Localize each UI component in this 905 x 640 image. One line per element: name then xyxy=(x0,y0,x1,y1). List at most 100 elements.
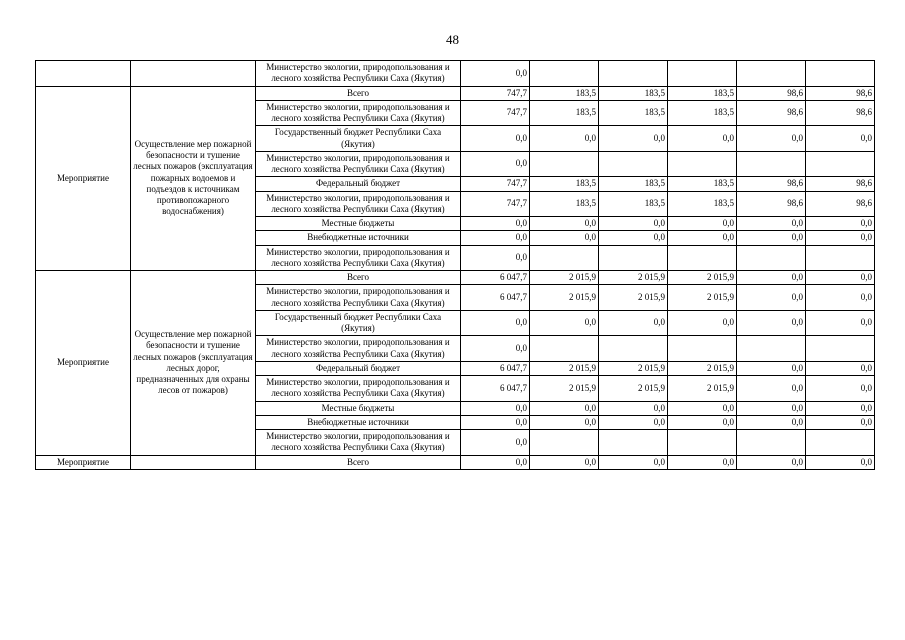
funding-source-cell: Всего xyxy=(255,269,461,286)
value-cell: 0,0 xyxy=(736,375,806,402)
value-cell: 747,7 xyxy=(460,85,530,101)
funding-source-cell: Министерство экологии, природопользовани… xyxy=(255,244,461,271)
table-row: Внебюджетные источники 0,0 0,0 0,0 0,0 0,0 0,0 xyxy=(36,230,875,246)
value-cell: 0,0 xyxy=(460,230,530,246)
value-cell xyxy=(805,60,875,87)
funding-source-cell: Государственный бюджет Республики Саха (… xyxy=(255,125,461,152)
value-cell: 183,5 xyxy=(598,176,668,192)
table-row: Федеральный бюджет 747,7 183,5 183,5 183,5 98… xyxy=(36,176,875,192)
value-cell: 0,0 xyxy=(667,454,737,470)
value-cell: 0,0 xyxy=(736,360,806,377)
value-cell xyxy=(667,244,737,271)
value-cell: 0,0 xyxy=(460,429,530,456)
description-cell xyxy=(130,454,256,470)
value-cell: 6 047,7 xyxy=(460,269,530,286)
value-cell: 183,5 xyxy=(598,85,668,101)
table-row: Министерство экологии, природопользовани… xyxy=(36,429,875,456)
funding-source-cell: Министерство экологии, природопользовани… xyxy=(255,375,461,402)
funding-table-body: Министерство экологии, природопользовани… xyxy=(35,60,875,470)
value-cell: 6 047,7 xyxy=(460,360,530,377)
funding-source-cell: Министерство экологии, природопользовани… xyxy=(255,99,461,127)
table-row: Министерство экологии, природопользовани… xyxy=(36,244,875,271)
value-cell: 747,7 xyxy=(460,190,530,217)
value-cell: 0,0 xyxy=(460,309,530,337)
value-cell xyxy=(529,150,599,178)
value-cell: 747,7 xyxy=(460,176,530,192)
value-cell: 0,0 xyxy=(805,414,875,431)
value-cell: 0,0 xyxy=(736,400,806,416)
value-cell: 0,0 xyxy=(667,309,737,337)
value-cell: 183,5 xyxy=(598,99,668,127)
value-cell: 0,0 xyxy=(529,215,599,232)
value-cell: 6 047,7 xyxy=(460,284,530,311)
funding-source-cell: Министерство экологии, природопользовани… xyxy=(255,60,461,87)
value-cell xyxy=(736,429,806,456)
value-cell xyxy=(667,150,737,178)
description-cell: Осуществление мер пожарной безопасности … xyxy=(130,85,256,271)
value-cell: 0,0 xyxy=(529,230,599,246)
value-cell xyxy=(736,244,806,271)
value-cell: 183,5 xyxy=(529,99,599,127)
value-cell: 0,0 xyxy=(460,125,530,152)
value-cell xyxy=(805,429,875,456)
value-cell xyxy=(529,244,599,271)
value-cell: 0,0 xyxy=(598,230,668,246)
funding-source-cell: Внебюджетные источники xyxy=(255,414,461,431)
activity-cell: Мероприятие xyxy=(35,454,131,470)
value-cell: 0,0 xyxy=(529,125,599,152)
table-row: Министерство экологии, природопользовани… xyxy=(36,335,875,362)
value-cell xyxy=(529,335,599,362)
value-cell xyxy=(598,244,668,271)
value-cell: 0,0 xyxy=(805,284,875,311)
funding-source-cell: Всего xyxy=(255,85,461,101)
value-cell: 183,5 xyxy=(529,85,599,101)
value-cell xyxy=(667,60,737,87)
value-cell: 0,0 xyxy=(460,150,530,178)
value-cell: 0,0 xyxy=(667,230,737,246)
description-cell: Осуществление мер пожарной безопасности … xyxy=(130,270,256,456)
value-cell xyxy=(529,429,599,456)
value-cell: 0,0 xyxy=(805,400,875,416)
table-row: Министерство экологии, природопользовани… xyxy=(36,150,875,178)
value-cell xyxy=(667,335,737,362)
table-row: Федеральный бюджет 6 047,7 2 015,9 2 015,9 2… xyxy=(36,360,875,377)
value-cell: 183,5 xyxy=(667,176,737,192)
value-cell: 0,0 xyxy=(667,125,737,152)
value-cell: 98,6 xyxy=(736,99,806,127)
value-cell: 0,0 xyxy=(805,375,875,402)
value-cell: 0,0 xyxy=(736,414,806,431)
value-cell: 2 015,9 xyxy=(598,375,668,402)
funding-source-cell: Министерство экологии, природопользовани… xyxy=(255,335,461,362)
value-cell: 0,0 xyxy=(736,230,806,246)
value-cell: 183,5 xyxy=(529,190,599,217)
value-cell: 0,0 xyxy=(460,400,530,416)
value-cell xyxy=(598,60,668,87)
value-cell xyxy=(529,60,599,87)
funding-source-cell: Министерство экологии, природопользовани… xyxy=(255,150,461,178)
funding-table: Министерство экологии, природопользовани… xyxy=(35,60,875,470)
value-cell: 0,0 xyxy=(460,414,530,431)
value-cell: 2 015,9 xyxy=(598,269,668,286)
value-cell: 0,0 xyxy=(598,125,668,152)
value-cell xyxy=(805,150,875,178)
value-cell: 0,0 xyxy=(460,60,530,87)
value-cell: 0,0 xyxy=(805,360,875,377)
value-cell: 0,0 xyxy=(736,215,806,232)
funding-source-cell: Министерство экологии, природопользовани… xyxy=(255,284,461,311)
value-cell: 2 015,9 xyxy=(529,269,599,286)
value-cell: 0,0 xyxy=(460,335,530,362)
value-cell: 0,0 xyxy=(529,309,599,337)
value-cell: 0,0 xyxy=(805,454,875,470)
value-cell: 98,6 xyxy=(805,176,875,192)
value-cell: 2 015,9 xyxy=(598,360,668,377)
value-cell: 0,0 xyxy=(667,400,737,416)
table-row: Министерство экологии, природопользовани… xyxy=(36,190,875,217)
table-row: Мероприятие Всего 0,0 0,0 0,0 0,0 0,0 0,0 xyxy=(35,454,875,470)
value-cell: 0,0 xyxy=(598,309,668,337)
description-cell xyxy=(130,60,256,87)
value-cell: 98,6 xyxy=(805,85,875,101)
value-cell xyxy=(667,429,737,456)
value-cell: 2 015,9 xyxy=(529,284,599,311)
value-cell: 0,0 xyxy=(460,244,530,271)
